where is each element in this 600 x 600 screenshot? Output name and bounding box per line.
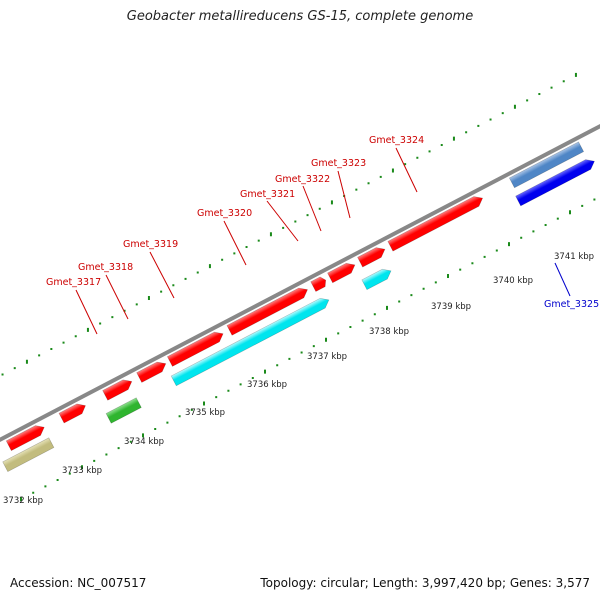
genome-backbone: [0, 123, 600, 442]
gene-forward-cds-8[interactable]: [327, 260, 358, 284]
axis-label-10: 3741 kbp: [554, 252, 594, 262]
gene-label-leader-8: [395, 147, 418, 193]
axis-label-6: 3737 kbp: [307, 352, 347, 362]
gene-label-leader-5: [266, 200, 299, 242]
gene-forward-rna-1[interactable]: [170, 295, 331, 387]
gene-forward-cds-2[interactable]: [58, 401, 88, 424]
axis-label-3: 3734 kbp: [124, 437, 164, 447]
gene-label-leader-3: [149, 251, 175, 299]
gene-forward-cds-4[interactable]: [136, 359, 169, 383]
gene-reverse-rna-1[interactable]: [508, 141, 585, 189]
gene-label-leader-9: [554, 262, 571, 297]
upper-tick-row: [20, 198, 596, 502]
gene-feature-green[interactable]: [105, 397, 142, 424]
map-title: Geobacter metallireducens GS-15, complet…: [126, 9, 474, 24]
gene-label-leader-1: [75, 289, 98, 335]
gene-forward-cds-5[interactable]: [166, 329, 225, 367]
gene-label-7[interactable]: Gmet_3323: [311, 158, 366, 169]
gene-label-2[interactable]: Gmet_3318: [78, 262, 133, 273]
axis-label-5: 3736 kbp: [247, 380, 287, 390]
gene-forward-cds-7[interactable]: [310, 275, 329, 292]
axis-label-8: 3739 kbp: [431, 302, 471, 312]
axis-label-9: 3740 kbp: [493, 276, 533, 286]
gene-label-leader-7: [337, 170, 351, 219]
gene-forward-cds-1[interactable]: [5, 422, 47, 452]
gene-label-4[interactable]: Gmet_3320: [197, 208, 252, 219]
gene-label-leader-6: [302, 185, 322, 232]
gene-label-1[interactable]: Gmet_3317: [46, 277, 101, 288]
accession-label: Accession: NC_007517: [10, 576, 147, 590]
gene-label-5[interactable]: Gmet_3321: [240, 189, 295, 200]
gene-label-9[interactable]: Gmet_3325: [544, 299, 599, 310]
genome-summary: Topology: circular; Length: 3,997,420 bp…: [260, 576, 590, 590]
gene-label-3[interactable]: Gmet_3319: [123, 239, 178, 250]
gene-feature-khaki[interactable]: [2, 437, 55, 473]
gene-label-8[interactable]: Gmet_3324: [369, 135, 424, 146]
axis-label-4: 3735 kbp: [185, 408, 225, 418]
gene-forward-cds-6[interactable]: [226, 285, 310, 336]
axis-label-2: 3733 kbp: [62, 466, 102, 476]
gene-forward-rna-2[interactable]: [361, 266, 394, 291]
gene-forward-cds-9[interactable]: [357, 244, 388, 268]
gene-label-6[interactable]: Gmet_3322: [275, 174, 330, 185]
gene-reverse-cds-1[interactable]: [515, 156, 597, 207]
gene-label-leader-2: [105, 274, 129, 320]
gene-label-leader-4: [223, 220, 247, 266]
lower-tick-row: [1, 72, 577, 376]
gene-forward-cds-10[interactable]: [387, 193, 485, 252]
axis-label-1: 3732 kbp: [3, 496, 43, 506]
gene-forward-cds-3[interactable]: [102, 377, 135, 401]
axis-label-7: 3738 kbp: [369, 327, 409, 337]
